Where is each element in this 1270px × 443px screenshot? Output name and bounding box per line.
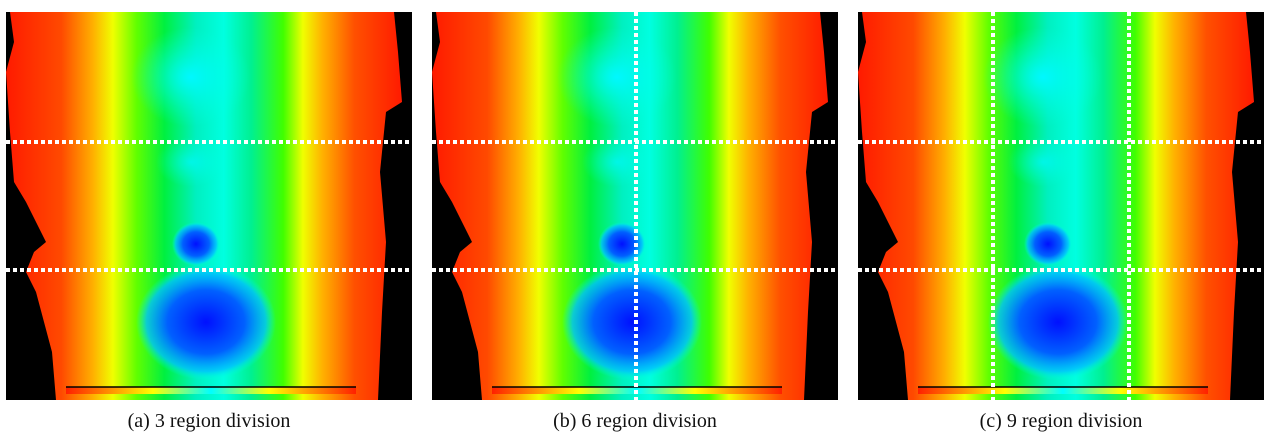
caption: (c) 9 region division (980, 410, 1143, 432)
caption: (a) 3 region division (128, 410, 291, 432)
top-glow (131, 27, 251, 127)
large-blob (136, 264, 276, 380)
large-blob (988, 264, 1128, 380)
mid-glow (1008, 137, 1078, 187)
caption: (b) 6 region division (553, 410, 717, 432)
top-glow (983, 27, 1103, 127)
small-blob (598, 222, 646, 266)
top-glow (557, 27, 677, 127)
color-strip (918, 387, 1208, 394)
heatmap (858, 12, 1254, 400)
panel (432, 12, 838, 400)
heatmap (6, 12, 402, 400)
panel (6, 12, 412, 400)
small-blob (1024, 222, 1072, 266)
small-blob (172, 222, 220, 266)
heatmap (432, 12, 828, 400)
color-strip (66, 387, 356, 394)
large-blob (562, 264, 702, 380)
panel (858, 12, 1264, 400)
mid-glow (156, 137, 226, 187)
mid-glow (582, 137, 652, 187)
